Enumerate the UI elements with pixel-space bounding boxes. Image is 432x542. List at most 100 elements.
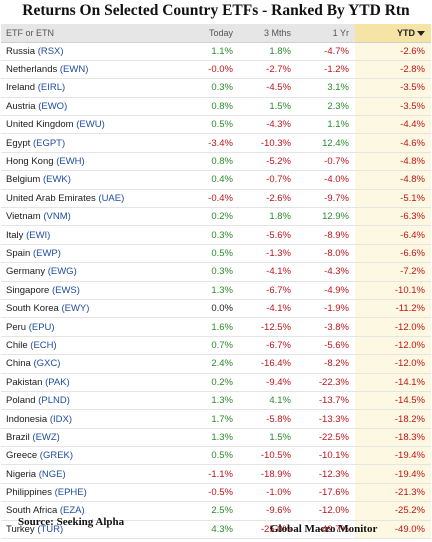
ticker-link[interactable]: (EWN) <box>59 64 89 76</box>
ticker-link[interactable]: (NGE) <box>38 468 66 480</box>
ticker-link[interactable]: (UAE) <box>98 192 125 204</box>
three-mths-cell: 1.8% <box>269 45 291 57</box>
one-yr-cell: -3.8% <box>324 321 349 333</box>
one-yr-cell: -22.5% <box>318 431 349 443</box>
today-cell: -3.4% <box>208 137 233 149</box>
today-cell: 0.8% <box>211 100 233 112</box>
three-mths-cell: -16.4% <box>260 358 291 370</box>
ticker-link[interactable]: (EGPT) <box>32 137 66 149</box>
header-ytd[interactable]: YTD <box>355 24 431 43</box>
ticker-link[interactable]: (GXC) <box>33 358 61 370</box>
one-yr-cell: -1.9% <box>324 303 349 315</box>
ticker-link[interactable]: (GREK) <box>39 450 74 462</box>
etf-name-cell: Peru (EPU) <box>1 318 171 336</box>
ticker-link[interactable]: (EWU) <box>76 119 105 131</box>
one-yr-cell: 12.9% <box>322 211 349 223</box>
today-cell: 0.5% <box>211 247 233 259</box>
etf-name-cell: Germany (EWG) <box>1 263 171 281</box>
ticker-link[interactable]: (IDX) <box>49 413 73 425</box>
country-name: Singapore <box>6 284 50 296</box>
ticker-link[interactable]: (ECH) <box>30 339 57 351</box>
three-mths-cell: -4.3% <box>266 119 291 131</box>
three-mths-cell: -4.1% <box>266 266 291 278</box>
one-yr-cell: -4.9% <box>324 284 349 296</box>
ticker-link[interactable]: (EWS) <box>51 284 80 296</box>
header-name[interactable]: ETF or ETN <box>1 24 171 43</box>
country-name: Nigeria <box>6 468 37 480</box>
etf-name-cell: Chile (ECH) <box>1 336 171 354</box>
ytd-cell: -14.1% <box>355 373 431 392</box>
today-cell: 1.3% <box>211 431 233 443</box>
table-row: Hong Kong (EWH) 0.8% -5.2% -0.7% -4.8% <box>1 152 431 171</box>
ticker-link[interactable]: (EWZ) <box>32 431 60 443</box>
ytd-cell: -6.6% <box>355 244 431 263</box>
ticker-link[interactable]: (EWI) <box>26 229 51 241</box>
one-yr-cell: -4.7% <box>324 45 349 57</box>
header-1-yr[interactable]: 1 Yr <box>297 24 355 43</box>
today-cell: 0.0% <box>211 303 233 315</box>
three-mths-cell: -2.7% <box>266 64 291 76</box>
one-yr-cell: -5.6% <box>324 339 349 351</box>
etf-name-cell: Philippines (EPHE) <box>1 483 171 501</box>
ytd-cell: -6.4% <box>355 225 431 245</box>
ticker-link[interactable]: (EWP) <box>32 247 61 259</box>
today-cell: 0.3% <box>211 82 233 94</box>
today-cell: 0.5% <box>211 450 233 462</box>
ticker-link[interactable]: (EIRL) <box>37 82 66 94</box>
ticker-link[interactable]: (EWO) <box>38 100 68 112</box>
table-row: Poland (PLND) 1.3% 4.1% -13.7% -14.5% <box>1 391 431 410</box>
country-name: Vietnam <box>6 211 41 223</box>
three-mths-cell: -1.3% <box>266 247 291 259</box>
country-name: Egypt <box>6 137 31 149</box>
country-name: Chile <box>6 339 28 351</box>
table-row: Turkey (TUR) 4.3% -25.0% -49.7% -49.0% <box>1 520 431 539</box>
ticker-link[interactable]: (EPHE) <box>54 487 87 499</box>
today-cell: -1.1% <box>208 468 233 480</box>
ytd-cell: -12.0% <box>355 354 431 374</box>
country-name: Ireland <box>6 82 36 94</box>
ticker-link[interactable]: (VNM) <box>43 211 71 223</box>
etf-name-cell: South Africa (EZA) <box>1 502 171 520</box>
ticker-link[interactable]: (TUR) <box>37 523 64 535</box>
one-yr-cell: -8.0% <box>324 247 349 259</box>
ticker-link[interactable]: (PLND) <box>38 395 70 407</box>
table-row: Nigeria (NGE) -1.1% -18.9% -12.3% -19.4% <box>1 464 431 484</box>
etf-name-cell: Spain (EWP) <box>1 244 171 262</box>
three-mths-cell: -6.7% <box>266 284 291 296</box>
etf-returns-table: ETF or ETN Today 3 Mths 1 Yr YTD Russia … <box>1 24 431 539</box>
table-row: South Africa (EZA) 2.5% -9.6% -12.0% -25.2% <box>1 501 431 521</box>
ticker-link[interactable]: (EPU) <box>28 321 55 333</box>
three-mths-cell: -10.5% <box>260 450 291 462</box>
etf-name-cell: Singapore (EWS) <box>1 281 171 299</box>
three-mths-cell: -10.3% <box>260 137 291 149</box>
header-3-mths[interactable]: 3 Mths <box>239 24 297 43</box>
table-body: Russia (RSX) 1.1% 1.8% -4.7% -2.6% Netherland… <box>1 42 431 539</box>
ticker-link[interactable]: (EWK) <box>42 174 71 186</box>
ticker-link[interactable]: (EWY) <box>61 303 90 315</box>
ticker-link[interactable]: (EWG) <box>47 266 77 278</box>
table-row: Chile (ECH) 0.7% -6.7% -5.6% -12.0% <box>1 336 431 355</box>
one-yr-cell: 3.1% <box>327 82 349 94</box>
three-mths-cell: 1.8% <box>269 211 291 223</box>
country-name: Brazil <box>6 431 30 443</box>
country-name: Belgium <box>6 174 41 186</box>
ytd-cell: -12.0% <box>355 336 431 355</box>
ytd-cell: -2.8% <box>355 60 431 79</box>
header-today[interactable]: Today <box>171 24 239 43</box>
table-row: Pakistan (PAK) 0.2% -9.4% -22.3% -14.1% <box>1 373 431 392</box>
etf-name-cell: Pakistan (PAK) <box>1 373 171 391</box>
ticker-link[interactable]: (PAK) <box>45 376 70 388</box>
ytd-cell: -4.8% <box>355 152 431 171</box>
country-name: Netherlands <box>6 64 58 76</box>
source-note: Source: Seeking Alpha <box>18 516 125 528</box>
ticker-link[interactable]: (EZA) <box>59 505 85 517</box>
today-cell: -0.4% <box>208 192 233 204</box>
three-mths-cell: 4.1% <box>269 395 291 407</box>
etf-name-cell: Belgium (EWK) <box>1 171 171 189</box>
country-name: United Arab Emirates <box>6 192 96 204</box>
three-mths-cell: -4.5% <box>266 82 291 94</box>
today-cell: 0.4% <box>211 174 233 186</box>
ticker-link[interactable]: (EWH) <box>56 156 85 168</box>
ticker-link[interactable]: (RSX) <box>37 45 64 57</box>
table-row: Italy (EWI) 0.3% -5.6% -8.9% -6.4% <box>1 225 431 245</box>
